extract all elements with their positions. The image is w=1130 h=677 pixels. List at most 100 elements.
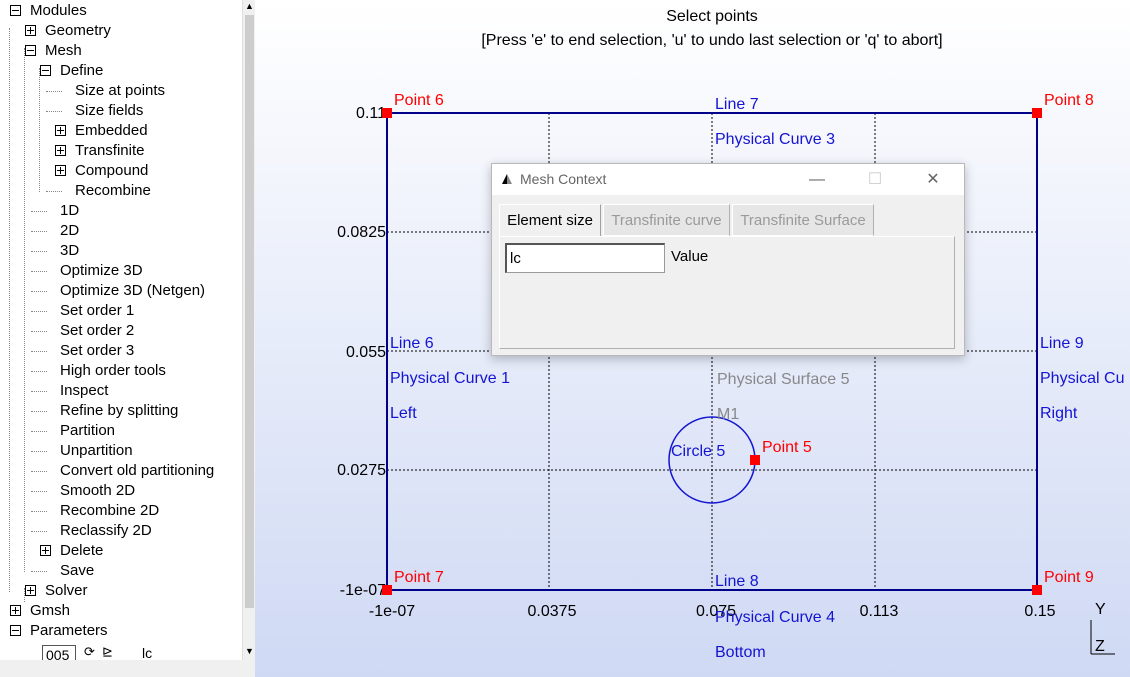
line-8-label: Line 8 xyxy=(715,573,759,590)
expand-icon[interactable] xyxy=(55,145,66,156)
tree-item[interactable]: Delete xyxy=(0,541,242,561)
m1-label: M1 xyxy=(717,406,739,423)
scroll-thumb[interactable] xyxy=(245,15,254,608)
tree-item-label: Set order 1 xyxy=(60,302,135,319)
tree-item-label: 3D xyxy=(60,242,80,259)
collapse-icon[interactable] xyxy=(40,65,51,76)
tree-item[interactable]: Geometry xyxy=(0,21,242,41)
tree-item[interactable]: Solver xyxy=(0,581,242,601)
tab-transfinite-surface[interactable]: Transfinite Surface xyxy=(732,204,874,236)
point-5-label: Point 5 xyxy=(762,439,812,456)
tree-item[interactable]: Mesh xyxy=(0,41,242,61)
tree-item[interactable]: Inspect xyxy=(0,381,242,401)
tree-item[interactable]: Smooth 2D xyxy=(0,481,242,501)
tree-item[interactable]: 1D xyxy=(0,201,242,221)
maximize-button[interactable]: ☐ xyxy=(867,171,883,188)
element-size-input[interactable] xyxy=(505,243,665,273)
tree-item-label: Geometry xyxy=(45,22,111,39)
close-button[interactable]: ✕ xyxy=(926,171,940,188)
tree-item-label: Parameters xyxy=(30,622,108,639)
y-tick-label: 0.055 xyxy=(346,344,386,361)
collapse-icon[interactable] xyxy=(10,5,21,16)
collapse-icon[interactable] xyxy=(10,625,21,636)
tree-item[interactable]: Unpartition xyxy=(0,441,242,461)
tree-connector xyxy=(31,271,47,272)
parameter-row[interactable]: 005 ⟳ ⊵ lc xyxy=(0,641,242,663)
tree-item[interactable]: 2D xyxy=(0,221,242,241)
tree-guide-line xyxy=(24,48,25,572)
tree-connector xyxy=(31,331,47,332)
tree-item[interactable]: Optimize 3D (Netgen) xyxy=(0,281,242,301)
bottom-toolbar xyxy=(0,660,255,677)
tree-connector xyxy=(31,251,47,252)
tree-item-label: Partition xyxy=(60,422,116,439)
expand-icon[interactable] xyxy=(25,585,36,596)
tree-item[interactable]: Set order 3 xyxy=(0,341,242,361)
tree-connector xyxy=(31,311,47,312)
tree-item[interactable]: Partition xyxy=(0,421,242,441)
tree-item[interactable]: Transfinite xyxy=(0,141,242,161)
x-tick-label: 0.075 xyxy=(696,603,736,620)
point-7-marker xyxy=(382,585,392,595)
tree-item[interactable]: Set order 1 xyxy=(0,301,242,321)
expand-icon[interactable] xyxy=(40,545,51,556)
dialog-titlebar[interactable]: Mesh Context — ☐ ✕ xyxy=(492,164,964,195)
loop-icon[interactable]: ⟳ xyxy=(84,644,95,659)
circle-5-label: Circle 5 xyxy=(671,443,725,460)
point-6-label: Point 6 xyxy=(394,92,444,109)
point-markers[interactable] xyxy=(382,108,1042,595)
tree-item[interactable]: Gmsh xyxy=(0,601,242,621)
tree-item[interactable]: Save xyxy=(0,561,242,581)
tree-guide-line xyxy=(39,68,40,192)
scroll-up-icon[interactable]: ▲ xyxy=(245,1,254,11)
y-tick-label: 0.11 xyxy=(356,105,386,122)
y-tick-label: 0.0275 xyxy=(337,462,386,479)
tree-guide-line xyxy=(9,28,10,592)
tree-item[interactable]: Size at points xyxy=(0,81,242,101)
tree-item[interactable]: Set order 2 xyxy=(0,321,242,341)
tree-item[interactable]: Embedded xyxy=(0,121,242,141)
module-tree[interactable]: Modules Geometry Mesh Define Size at points S… xyxy=(0,0,242,677)
expand-icon[interactable] xyxy=(55,125,66,136)
x-tick-label: 0.0375 xyxy=(528,603,577,620)
graph-icon[interactable]: ⊵ xyxy=(102,644,113,659)
minimize-button[interactable]: — xyxy=(809,171,825,188)
element-size-value-label: Value xyxy=(671,248,709,265)
tree-item[interactable]: Parameters xyxy=(0,621,242,641)
tree-item[interactable]: Size fields xyxy=(0,101,242,121)
mesh-context-dialog[interactable]: Mesh Context — ☐ ✕ Element size Transfin… xyxy=(491,163,965,356)
tree-item[interactable]: Recombine 2D xyxy=(0,501,242,521)
tree-connector xyxy=(46,191,62,192)
tree-connector xyxy=(31,431,47,432)
tree-item-label: Refine by splitting xyxy=(60,402,179,419)
parameter-value-input[interactable]: 005 xyxy=(42,645,76,663)
tree-item[interactable]: Reclassify 2D xyxy=(0,521,242,541)
collapse-icon[interactable] xyxy=(25,45,36,56)
tree-item[interactable]: High order tools xyxy=(0,361,242,381)
tree-item[interactable]: Refine by splitting xyxy=(0,401,242,421)
tree-connector xyxy=(46,91,62,92)
tree-item[interactable]: Recombine xyxy=(0,181,242,201)
tree-item[interactable]: Convert old partitioning xyxy=(0,461,242,481)
line-9-label: Line 9 xyxy=(1040,335,1084,352)
tree-item[interactable]: 3D xyxy=(0,241,242,261)
tree-item-label: Recombine xyxy=(75,182,151,199)
parameter-name: lc xyxy=(142,645,153,661)
tree-item-label: Compound xyxy=(75,162,149,179)
expand-icon[interactable] xyxy=(25,25,36,36)
expand-icon[interactable] xyxy=(10,605,21,616)
tree-item[interactable]: Define xyxy=(0,61,242,81)
tree-item-label: 1D xyxy=(60,202,80,219)
y-tick-label: 0.0825 xyxy=(337,224,386,241)
tab-transfinite-curve[interactable]: Transfinite curve xyxy=(603,204,730,236)
element-size-panel xyxy=(499,236,955,349)
tree-item[interactable]: Optimize 3D xyxy=(0,261,242,281)
expand-icon[interactable] xyxy=(55,165,66,176)
tab-element-size[interactable]: Element size xyxy=(499,204,601,236)
graphics-viewport[interactable]: Select points [Press 'e' to end selectio… xyxy=(255,0,1130,677)
tree-item[interactable]: Modules xyxy=(0,1,242,21)
tree-item[interactable]: Compound xyxy=(0,161,242,181)
tree-item-label: Transfinite xyxy=(75,142,145,159)
tree-scrollbar[interactable]: ▲ ▼ xyxy=(242,0,256,660)
scroll-down-icon[interactable]: ▼ xyxy=(245,646,254,656)
